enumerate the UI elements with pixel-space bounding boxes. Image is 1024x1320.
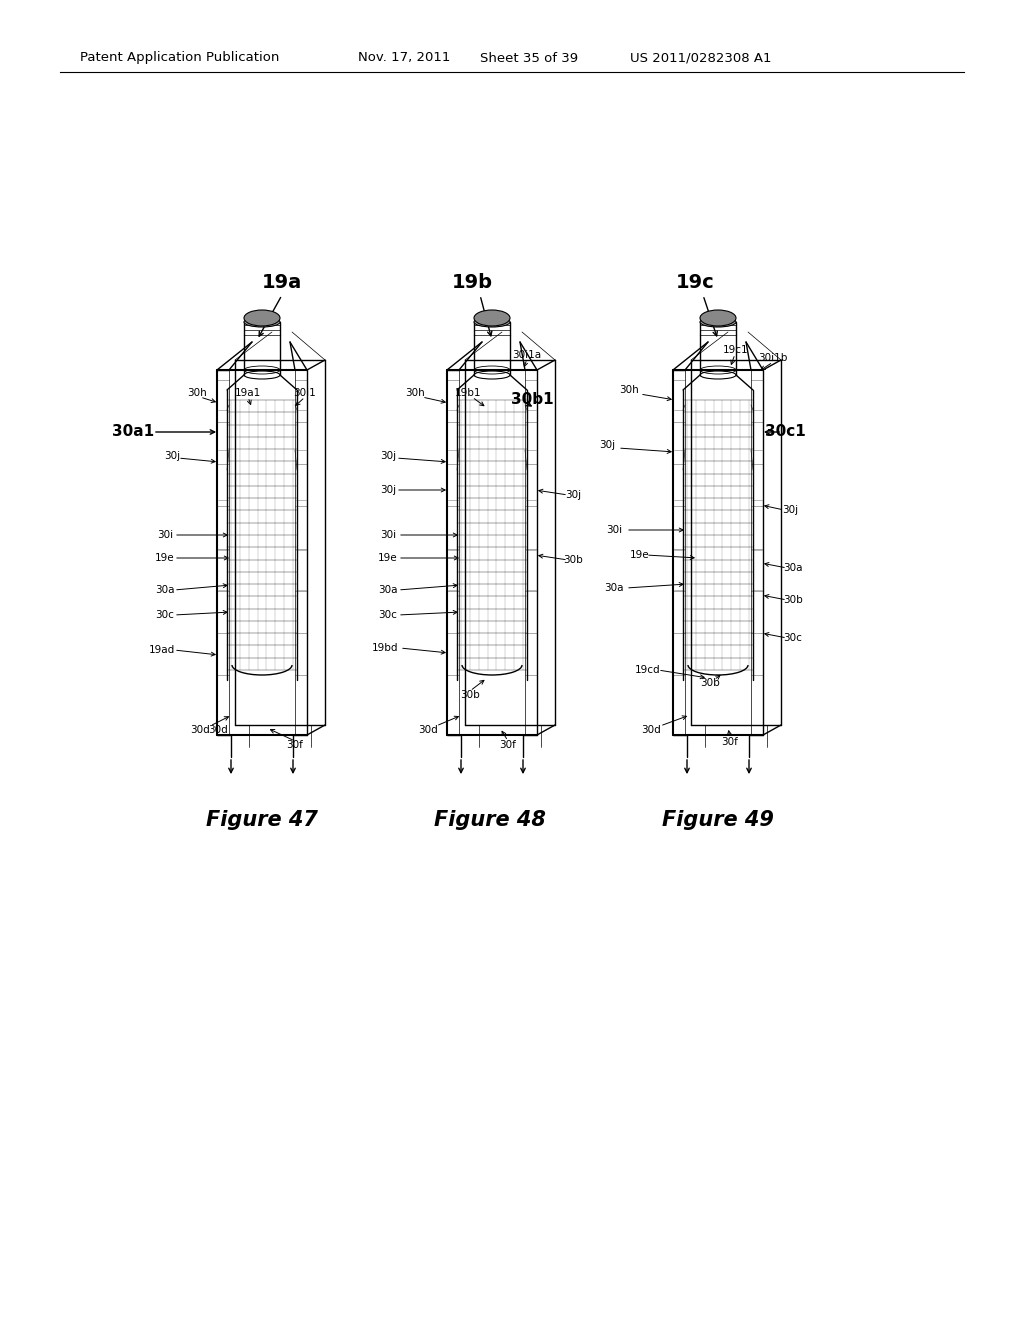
Text: 30i1a: 30i1a xyxy=(512,350,542,360)
Text: 30d: 30d xyxy=(641,725,660,735)
Text: 30f: 30f xyxy=(722,737,738,747)
Text: 19e: 19e xyxy=(630,550,650,560)
Ellipse shape xyxy=(700,317,736,327)
Text: 30d: 30d xyxy=(190,725,210,735)
Ellipse shape xyxy=(244,317,280,327)
Ellipse shape xyxy=(244,310,280,326)
Text: Nov. 17, 2011: Nov. 17, 2011 xyxy=(358,51,451,65)
Text: 19a: 19a xyxy=(262,272,302,292)
Text: 30a: 30a xyxy=(378,585,397,595)
Text: US 2011/0282308 A1: US 2011/0282308 A1 xyxy=(630,51,771,65)
Text: 19bd: 19bd xyxy=(372,643,398,653)
Text: 30h: 30h xyxy=(406,388,425,399)
Text: Patent Application Publication: Patent Application Publication xyxy=(80,51,280,65)
Text: 30f: 30f xyxy=(287,741,303,750)
Text: 30j: 30j xyxy=(599,440,615,450)
Text: 30j: 30j xyxy=(782,506,798,515)
Text: 30i1b: 30i1b xyxy=(759,352,787,363)
Text: Figure 49: Figure 49 xyxy=(663,810,774,830)
Text: 30b: 30b xyxy=(783,595,803,605)
Text: 19a1: 19a1 xyxy=(234,388,261,399)
Ellipse shape xyxy=(700,310,736,326)
Text: 30h: 30h xyxy=(187,388,207,399)
Text: 30d: 30d xyxy=(418,725,438,735)
Text: 19b1: 19b1 xyxy=(455,388,481,399)
Text: 30j: 30j xyxy=(565,490,581,500)
Text: 19c1: 19c1 xyxy=(723,345,749,355)
Text: 30b: 30b xyxy=(460,690,480,700)
Text: 19e: 19e xyxy=(378,553,397,564)
Text: 30b1: 30b1 xyxy=(511,392,553,408)
Text: 30a1: 30a1 xyxy=(112,425,154,440)
Text: Figure 48: Figure 48 xyxy=(434,810,546,830)
Text: 30a: 30a xyxy=(604,583,624,593)
Text: 19cd: 19cd xyxy=(635,665,660,675)
Text: 30c: 30c xyxy=(379,610,397,620)
Ellipse shape xyxy=(474,310,510,326)
Text: 30a: 30a xyxy=(156,585,175,595)
Text: 30c1: 30c1 xyxy=(765,425,805,440)
Text: 19c: 19c xyxy=(676,272,715,292)
Text: 19e: 19e xyxy=(156,553,175,564)
Text: 30c: 30c xyxy=(783,634,803,643)
Text: 30i: 30i xyxy=(606,525,622,535)
Ellipse shape xyxy=(474,317,510,327)
Text: 30b: 30b xyxy=(563,554,583,565)
Text: 30c: 30c xyxy=(156,610,174,620)
Text: 19b: 19b xyxy=(452,272,493,292)
Text: 30a: 30a xyxy=(783,564,803,573)
Text: 30b: 30b xyxy=(700,678,720,688)
Text: 30i1: 30i1 xyxy=(294,388,316,399)
Text: Sheet 35 of 39: Sheet 35 of 39 xyxy=(480,51,579,65)
Text: 30h: 30h xyxy=(620,385,639,395)
Text: 19ad: 19ad xyxy=(148,645,175,655)
Text: 30j: 30j xyxy=(380,451,396,461)
Text: 30j: 30j xyxy=(380,484,396,495)
Text: 30i: 30i xyxy=(380,531,396,540)
Text: 30f: 30f xyxy=(500,741,516,750)
Text: 30i: 30i xyxy=(157,531,173,540)
Text: 30d: 30d xyxy=(208,725,228,735)
Text: 30j: 30j xyxy=(164,451,180,461)
Text: Figure 47: Figure 47 xyxy=(206,810,317,830)
